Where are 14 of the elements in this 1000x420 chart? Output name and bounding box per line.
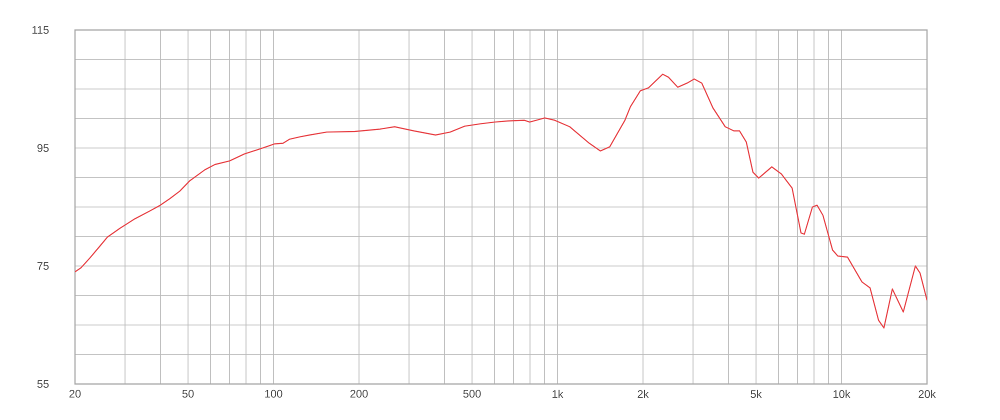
x-tick-label: 5k	[750, 390, 762, 398]
y-tick-label: 115	[32, 26, 49, 34]
x-tick-label: 20k	[918, 390, 936, 398]
x-tick-label: 500	[463, 390, 481, 398]
x-tick-label: 200	[350, 390, 368, 398]
y-tick-label: 55	[37, 380, 49, 388]
x-tick-label: 2k	[638, 390, 649, 398]
x-tick-label: 50	[182, 390, 194, 398]
y-tick-label: 75	[37, 262, 49, 270]
x-tick-label: 1k	[552, 390, 564, 398]
x-tick-label: 100	[265, 390, 282, 398]
x-tick-label: 10k	[834, 390, 850, 398]
x-tick-label: 20	[69, 390, 81, 398]
y-tick-label: 95	[37, 144, 49, 152]
